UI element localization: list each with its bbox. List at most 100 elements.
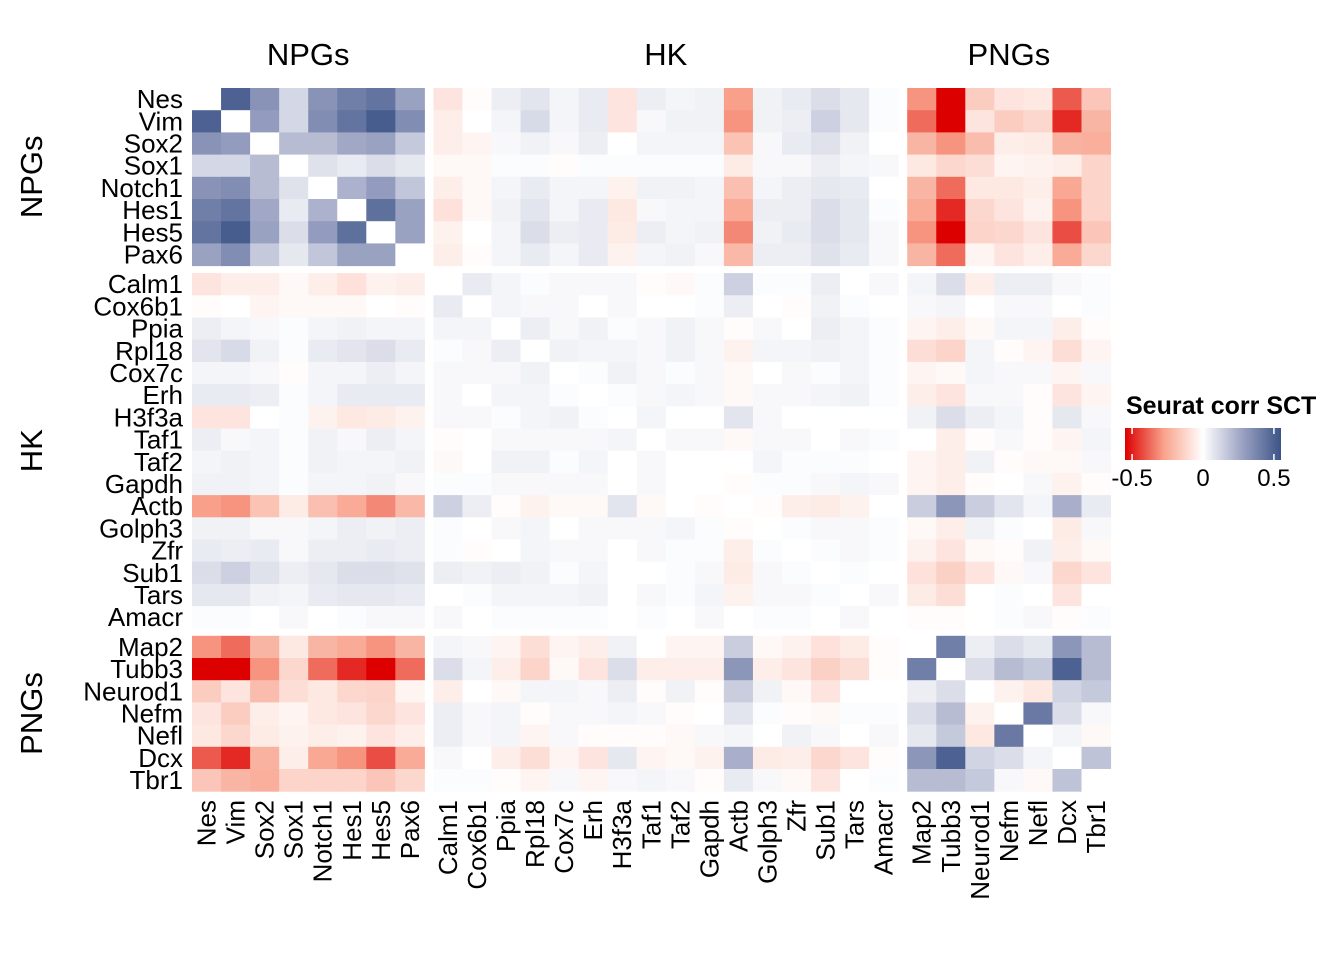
- heatmap-cell-Tubb3-Sox1: [279, 658, 309, 681]
- heatmap-cell-Dcx-Notch1: [308, 746, 338, 770]
- heatmap-cell-Nes-Hes5: [366, 88, 396, 111]
- heatmap-cell-Zfr-Rpl18: [520, 539, 551, 563]
- heatmap-cell-Tbr1-Tars: [840, 769, 870, 792]
- heatmap-cell-Sox1-Sox1: [279, 154, 309, 178]
- heatmap-cell-Sox2-Rpl18: [520, 132, 551, 156]
- heatmap-cell-Sub1-H3f3a: [607, 561, 638, 585]
- heatmap-cell-Sub1-Taf2: [665, 561, 696, 585]
- heatmap-cell-Zfr-Calm1: [433, 539, 463, 563]
- heatmap-cell-Golph3-Gapdh: [694, 517, 725, 540]
- heatmap-cell-Erh-Map2: [907, 384, 937, 407]
- column-label: Sub1: [811, 800, 841, 861]
- heatmap-cell-Hes1-Nes: [192, 199, 222, 222]
- heatmap-cell-Map2-Neurod1: [965, 635, 995, 659]
- heatmap-cell-Rpl18-Rpl18: [520, 339, 551, 363]
- heatmap-cell-Cox7c-Taf1: [636, 361, 667, 385]
- heatmap-cell-Amacr-Neurod1: [965, 606, 995, 629]
- heatmap-cell-Golph3-Ppia: [491, 517, 522, 540]
- heatmap-cell-Nefl-Amacr: [869, 724, 899, 748]
- heatmap-cell-Tbr1-Sub1: [811, 769, 841, 792]
- heatmap-cell-Tubb3-H3f3a: [607, 658, 638, 681]
- heatmap-cell-Actb-Sox1: [279, 495, 309, 518]
- heatmap-cell-Golph3-Pax6: [395, 517, 425, 540]
- heatmap-cell-Sox2-Tubb3: [936, 132, 966, 156]
- heatmap-cell-Dcx-Actb: [723, 746, 754, 770]
- heatmap-cell-Cox6b1-Tubb3: [936, 295, 966, 318]
- heatmap-cell-Tubb3-Hes1: [337, 658, 367, 681]
- heatmap-cell-Pax6-Calm1: [433, 243, 463, 267]
- heatmap-cell-Vim-Hes1: [337, 110, 367, 133]
- heatmap-cell-Tbr1-Neurod1: [965, 769, 995, 792]
- row-label: Sub1: [122, 558, 183, 588]
- heatmap-cell-Golph3-Tbr1: [1081, 517, 1112, 540]
- heatmap-cell-Hes5-Taf2: [665, 221, 696, 244]
- heatmap-cell-Sub1-Cox7c: [549, 561, 580, 585]
- heatmap-cell-Tbr1-Dcx: [1052, 769, 1082, 792]
- heatmap-cell-Nefm-Nefm: [994, 702, 1024, 726]
- heatmap-cell-Vim-Erh: [578, 110, 609, 133]
- heatmap-cell-Amacr-Taf1: [636, 606, 667, 629]
- heatmap-cell-Taf1-Vim: [221, 428, 251, 452]
- heatmap-cell-Vim-Vim: [221, 110, 251, 133]
- heatmap-cell-Rpl18-Tubb3: [936, 339, 966, 363]
- heatmap-cell-Golph3-Tubb3: [936, 517, 966, 540]
- heatmap-cell-Taf1-Amacr: [869, 428, 899, 452]
- heatmap-cell-Nefl-Hes5: [366, 724, 396, 748]
- heatmap-cell-Tubb3-Ppia: [491, 658, 522, 681]
- heatmap-cell-Nes-Golph3: [752, 88, 783, 111]
- heatmap-cell-Golph3-Golph3: [752, 517, 783, 540]
- column-label: Hes5: [366, 800, 396, 861]
- heatmap-cell-Gapdh-Nes: [192, 472, 222, 496]
- row-label: Nes: [137, 84, 183, 114]
- heatmap-cell-Gapdh-Notch1: [308, 472, 338, 496]
- heatmap-cell-Nefm-Taf2: [665, 702, 696, 726]
- heatmap-cell-Pax6-Vim: [221, 243, 251, 267]
- heatmap-cell-Calm1-Pax6: [395, 273, 425, 296]
- heatmap-cell-Tbr1-Pax6: [395, 769, 425, 792]
- heatmap-cell-Cox7c-Sox1: [279, 361, 309, 385]
- heatmap-cell-Amacr-Tbr1: [1081, 606, 1112, 629]
- heatmap-cell-Amacr-Dcx: [1052, 606, 1082, 629]
- heatmap-cell-Erh-Cox6b1: [462, 384, 492, 407]
- heatmap-cell-Cox7c-Nefm: [994, 361, 1024, 385]
- heatmap-cell-Neurod1-Hes1: [337, 680, 367, 703]
- heatmap-cell-Nefm-Tubb3: [936, 702, 966, 726]
- heatmap-cell-Nefm-Tars: [840, 702, 870, 726]
- heatmap-cell-Taf2-Sox2: [250, 450, 280, 474]
- heatmap-cell-Map2-Tars: [840, 635, 870, 659]
- heatmap-cell-Actb-Nefl: [1023, 495, 1053, 518]
- heatmap-cell-Notch1-Rpl18: [520, 176, 551, 200]
- column-label: Tbr1: [1081, 800, 1111, 853]
- heatmap-cell-Amacr-Taf2: [665, 606, 696, 629]
- heatmap-cell-Calm1-Amacr: [869, 273, 899, 296]
- heatmap-cell-Sub1-Pax6: [395, 561, 425, 585]
- heatmap-cell-Rpl18-Pax6: [395, 339, 425, 363]
- heatmap-cell-Hes5-Rpl18: [520, 221, 551, 244]
- heatmap-cell-Cox7c-Calm1: [433, 361, 463, 385]
- heatmap-cell-Pax6-Nefl: [1023, 243, 1053, 267]
- heatmap-cell-Ppia-Taf1: [636, 317, 667, 341]
- heatmap-cell-Amacr-Sox1: [279, 606, 309, 629]
- row-label: Golph3: [99, 513, 183, 543]
- heatmap-cell-Map2-Cox6b1: [462, 635, 492, 659]
- heatmap-cell-Sub1-Erh: [578, 561, 609, 585]
- heatmap-cell-Neurod1-Nefl: [1023, 680, 1053, 703]
- group-label-left: NPGs: [14, 135, 49, 218]
- heatmap-cell-Ppia-Nefl: [1023, 317, 1053, 341]
- heatmap-cell-Cox6b1-Cox6b1: [462, 295, 492, 318]
- heatmap-cell-Taf2-Dcx: [1052, 450, 1082, 474]
- column-label: Sox1: [279, 800, 309, 859]
- heatmap-cell-Sox2-Zfr: [782, 132, 812, 156]
- heatmap-cell-Pax6-Pax6: [395, 243, 425, 267]
- heatmap-cell-Neurod1-Vim: [221, 680, 251, 703]
- heatmap-cell-Neurod1-Tubb3: [936, 680, 966, 703]
- heatmap-cell-Cox6b1-Sub1: [811, 295, 841, 318]
- heatmap-cell-Hes1-Taf2: [665, 199, 696, 222]
- heatmap-cell-Hes1-Sox1: [279, 199, 309, 222]
- row-label: Nefl: [137, 721, 183, 751]
- heatmap-cell-Tubb3-Golph3: [752, 658, 783, 681]
- heatmap-cell-Pax6-Hes1: [337, 243, 367, 267]
- heatmap-cell-Notch1-Notch1: [308, 176, 338, 200]
- heatmap-cell-Actb-Erh: [578, 495, 609, 518]
